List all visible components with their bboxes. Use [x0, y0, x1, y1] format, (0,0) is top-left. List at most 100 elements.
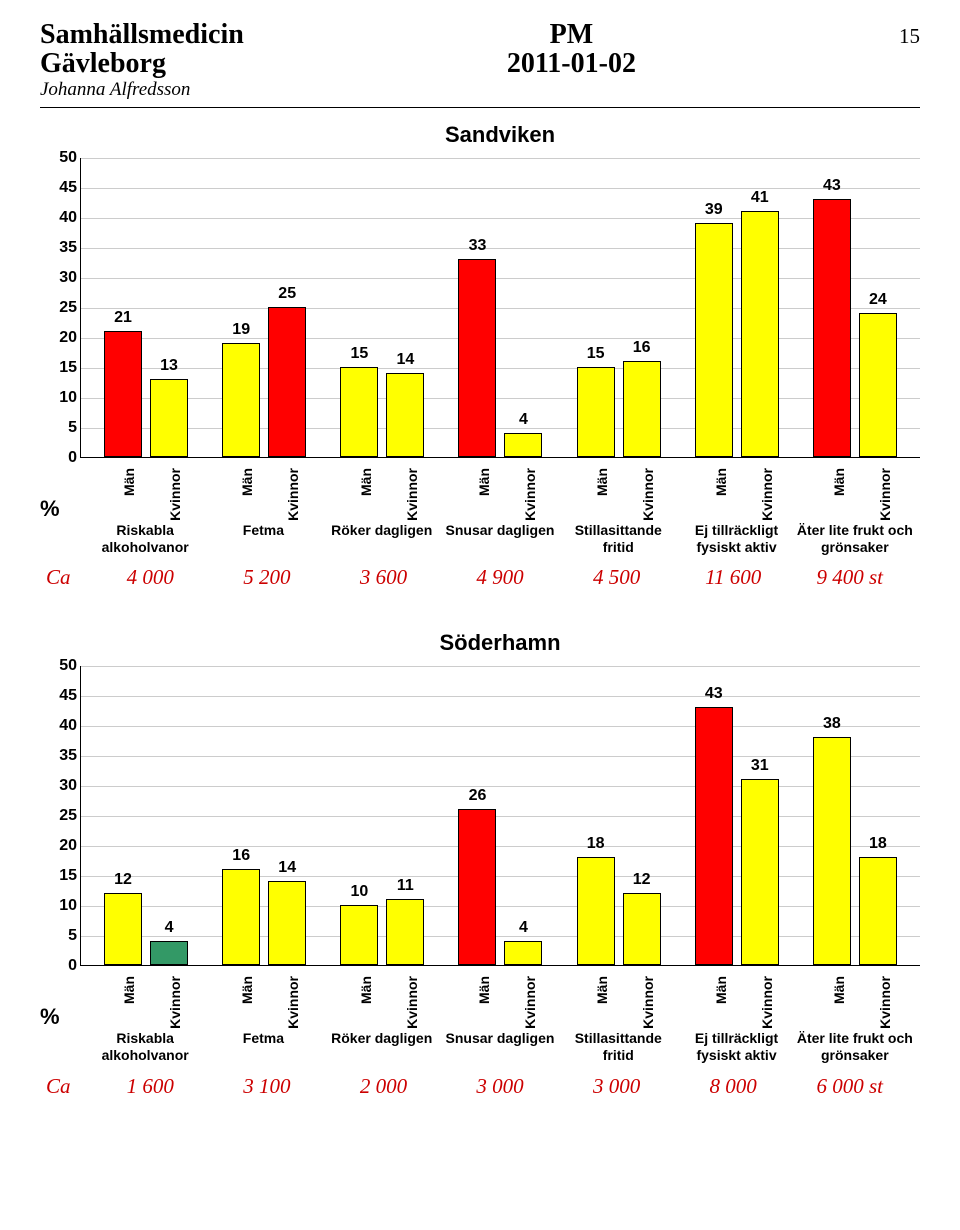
bar-value: 14: [267, 859, 307, 877]
category-label: Riskabla alkoholvanor: [86, 1030, 204, 1064]
bar-value: 21: [103, 309, 143, 327]
bar: 14: [268, 881, 306, 965]
x-group: MänKvinnor: [441, 970, 559, 1030]
bar-value: 14: [385, 351, 425, 369]
x-group: MänKvinnor: [441, 462, 559, 522]
bar: 15: [577, 367, 615, 457]
bar-value: 4: [503, 411, 543, 429]
y-tick: 0: [47, 449, 77, 467]
x-label: Män: [103, 970, 141, 1030]
org-line2: Gävleborg: [40, 49, 244, 78]
chart-title-soderhamn: Söderhamn: [80, 630, 920, 656]
bar: 18: [859, 857, 897, 965]
bar-rect: [859, 313, 897, 457]
x-group: MänKvinnor: [323, 970, 441, 1030]
chart-title-sandviken: Sandviken: [80, 122, 920, 148]
y-tick: 35: [47, 239, 77, 257]
bar: 31: [741, 779, 779, 965]
x-labels-row: MänKvinnorMänKvinnorMänKvinnorMänKvinnor…: [80, 458, 920, 522]
bar-value: 31: [740, 757, 780, 775]
bar-value: 25: [267, 285, 307, 303]
x-label: Män: [340, 970, 378, 1030]
bar-value: 11: [385, 877, 425, 895]
x-label: Kvinnor: [622, 970, 660, 1030]
bar: 4: [504, 941, 542, 965]
bar-value: 10: [339, 883, 379, 901]
bar-group: 4324: [796, 158, 914, 457]
ca-value: 4 500: [558, 565, 675, 590]
ca-row: Ca 1 6003 1002 0003 0003 0008 0006 000 s…: [40, 1074, 920, 1099]
x-label: Kvinnor: [504, 970, 542, 1030]
bar: 33: [458, 259, 496, 457]
bar-value: 43: [812, 177, 852, 195]
y-tick: 30: [47, 269, 77, 287]
x-label: Kvinnor: [741, 462, 779, 522]
category-label: Stillasittande fritid: [559, 522, 677, 556]
bar-group: 21 13: [87, 158, 205, 457]
ca-value: 4 000: [92, 565, 209, 590]
x-label: Män: [576, 462, 614, 522]
bar-value: 13: [149, 357, 189, 375]
x-group: MänKvinnor: [204, 462, 322, 522]
y-tick: 45: [47, 687, 77, 705]
x-label: Män: [340, 462, 378, 522]
header-center: PM 2011-01-02: [507, 20, 636, 79]
plot-area: 0510152025303540455021131925151433415163…: [80, 158, 920, 458]
chart-sandviken: % Sandviken 0510152025303540455021131925…: [40, 122, 920, 591]
bar-group: 43 31: [678, 666, 796, 965]
bar-value: 41: [740, 189, 780, 207]
bar-value: 43: [694, 685, 734, 703]
ca-value: 1 600: [92, 1074, 209, 1099]
x-label: Kvinnor: [386, 970, 424, 1030]
x-label: Män: [103, 462, 141, 522]
x-group: MänKvinnor: [323, 462, 441, 522]
x-label: Män: [813, 462, 851, 522]
bar-group: 33 4: [441, 158, 559, 457]
bar-rect: [623, 893, 661, 965]
bar-value: 4: [149, 919, 189, 937]
x-label: Män: [813, 970, 851, 1030]
bar: 25: [268, 307, 306, 457]
bar-rect: [623, 361, 661, 457]
x-label: Män: [458, 462, 496, 522]
ca-label: Ca: [46, 565, 86, 590]
bar-group: 1514: [323, 158, 441, 457]
bar-rect: [386, 899, 424, 965]
bar: 39: [695, 223, 733, 457]
bar-rect: [577, 857, 615, 965]
category-label: Äter lite frukt och grönsaker: [796, 522, 914, 556]
bar-group: 12 4: [87, 666, 205, 965]
bar-rect: [150, 379, 188, 457]
x-label: Män: [576, 970, 614, 1030]
header-left: Samhällsmedicin Gävleborg Johanna Alfred…: [40, 20, 244, 101]
bar-rect: [695, 707, 733, 965]
bar-group: 1516: [560, 158, 678, 457]
bar: 10: [340, 905, 378, 965]
x-label: Kvinnor: [149, 970, 187, 1030]
x-label: Kvinnor: [504, 462, 542, 522]
x-label: Män: [458, 970, 496, 1030]
x-label: Kvinnor: [859, 970, 897, 1030]
category-label: Ej tillräckligt fysiskt aktiv: [677, 522, 795, 556]
bar-rect: [386, 373, 424, 457]
ca-value: 3 100: [209, 1074, 326, 1099]
bar-rect: [813, 199, 851, 457]
bar-value: 12: [622, 871, 662, 889]
y-tick: 20: [47, 837, 77, 855]
x-label: Kvinnor: [149, 462, 187, 522]
doc-date: 2011-01-02: [507, 49, 636, 78]
ca-row: Ca 4 0005 2003 6004 9004 50011 6009 400 …: [40, 565, 920, 590]
bars-row: 12416141011264181243313818: [81, 666, 920, 965]
page: Samhällsmedicin Gävleborg Johanna Alfred…: [0, 0, 960, 1159]
bar-rect: [458, 259, 496, 457]
bar-group: 1925: [205, 158, 323, 457]
bar: 12: [623, 893, 661, 965]
bar-value: 18: [858, 835, 898, 853]
x-labels-row: MänKvinnorMänKvinnorMänKvinnorMänKvinnor…: [80, 966, 920, 1030]
x-group: MänKvinnor: [559, 462, 677, 522]
bar: 15: [340, 367, 378, 457]
x-group: MänKvinnor: [559, 970, 677, 1030]
x-label: Män: [695, 462, 733, 522]
bar-value: 12: [103, 871, 143, 889]
bar-group: 1614: [205, 666, 323, 965]
